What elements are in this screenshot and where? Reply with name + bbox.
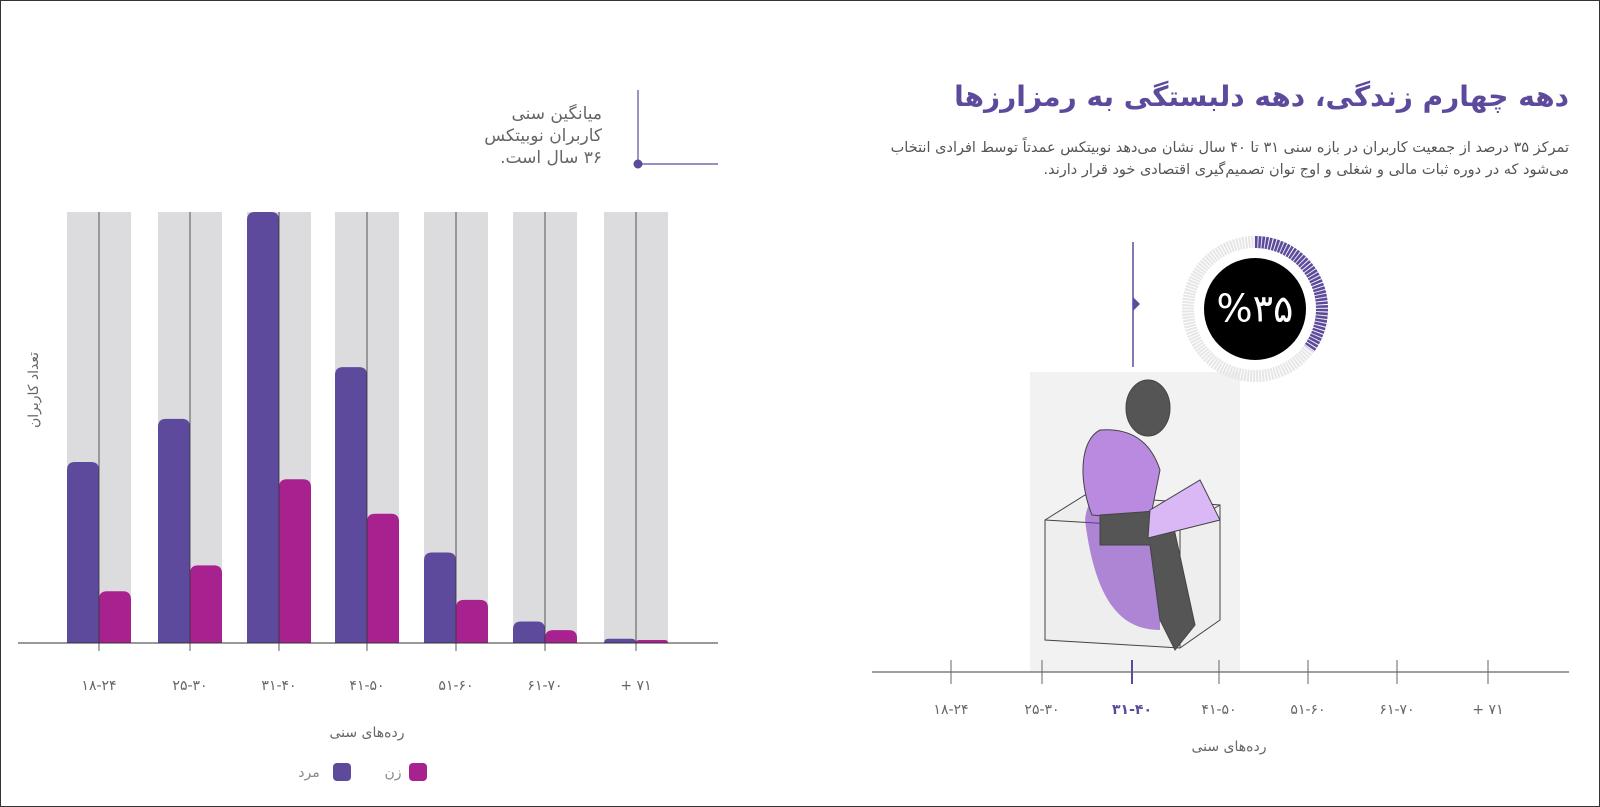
x-axis-label: رده‌های سنی [329, 725, 404, 741]
x-tick-label: + ۷۱ [620, 678, 651, 694]
description-line: تمرکز ۳۵ درصد از جمعیت کاربران در بازه س… [891, 137, 1569, 156]
age-axis-label: رده‌های سنی [1191, 739, 1266, 755]
title: دهه چهارم زندگی، دهه دلبستگی به رمزارزها [954, 80, 1569, 113]
x-tick-label: ۲۵-۳۰ [172, 678, 207, 694]
annotation-dot [633, 159, 643, 169]
bar [456, 599, 488, 643]
age-tick-label: ۶۱-۷۰ [1379, 702, 1414, 718]
bar [424, 552, 456, 643]
donut-arc [1254, 236, 1328, 352]
age-tick-label: ۳۱-۴۰ [1112, 702, 1152, 718]
legend-swatch [409, 763, 427, 781]
x-tick-label: ۶۱-۷۰ [527, 678, 562, 694]
y-axis-label: تعداد کاربران [26, 352, 42, 428]
legend-label: زن [384, 765, 401, 781]
bar [247, 212, 279, 643]
bar [279, 479, 311, 643]
description-line: می‌شود که در دوره ثبات مالی و شغلی و اوج… [1044, 161, 1569, 179]
bar [636, 639, 668, 643]
bar [67, 461, 99, 643]
bar [190, 565, 222, 643]
x-tick-label: ۱۸-۲۴ [81, 678, 116, 694]
bar [604, 638, 636, 643]
age-tick-label: + ۷۱ [1472, 702, 1503, 718]
illustration [1030, 372, 1240, 672]
value-label: %۳۵ [1217, 287, 1294, 331]
x-tick-label: ۵۱-۶۰ [438, 678, 473, 694]
x-tick-label: ۳۱-۴۰ [261, 678, 296, 694]
bar [99, 591, 131, 643]
bar [513, 621, 545, 643]
age-tick-label: ۴۱-۵۰ [1201, 702, 1236, 718]
legend-label: مرد [298, 765, 319, 781]
age-tick-label: ۱۸-۲۴ [933, 702, 968, 718]
donut-center [1204, 258, 1306, 360]
pointer-arrow [1133, 297, 1140, 311]
annotation-line: میانگین سنی [511, 103, 602, 124]
bar [335, 367, 367, 643]
x-tick-label: ۴۱-۵۰ [349, 678, 384, 694]
age-tick-label: ۲۵-۳۰ [1024, 702, 1059, 718]
annotation-line: کاربران نوبیتکس [484, 126, 603, 146]
annotation-line: ۳۶ سال است. [500, 148, 602, 168]
bar [367, 513, 399, 643]
age-tick-label: ۵۱-۶۰ [1290, 702, 1325, 718]
bar [158, 418, 190, 643]
bar [545, 630, 577, 643]
legend-swatch [333, 763, 351, 781]
